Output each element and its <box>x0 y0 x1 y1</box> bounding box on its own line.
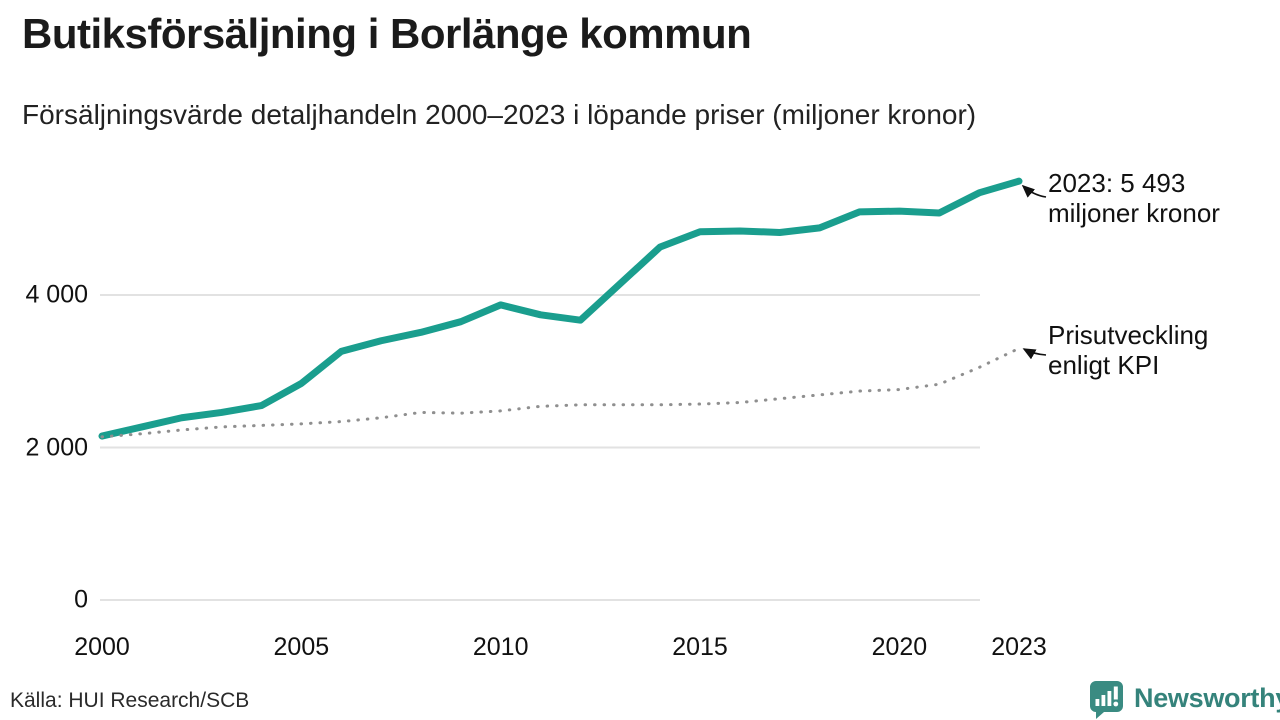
series-lines <box>98 177 1023 440</box>
brand-footer: Newsworthy <box>1086 678 1280 719</box>
sales-annotation-arrow <box>1021 184 1047 198</box>
page-title: Butiksförsäljning i Borlänge kommun <box>22 10 752 57</box>
kpi-annotation-line2: enligt KPI <box>1048 350 1160 380</box>
sales-line <box>98 177 1023 440</box>
kpi-dotted-line <box>100 346 1021 439</box>
sales-annotation-line1: 2023: 5 493 <box>1048 168 1186 198</box>
brand-name: Newsworthy <box>1134 683 1280 713</box>
kpi-line-annotation: Prisutveckling enligt KPI <box>1048 320 1208 380</box>
chart-subtitle: Försäljningsvärde detaljhandeln 2000–202… <box>22 99 977 130</box>
kpi-annotation-arrow <box>1022 348 1047 360</box>
y-tick-label: 0 <box>74 585 88 614</box>
gridlines <box>100 294 980 601</box>
newsworthy-logo-icon <box>1090 681 1123 719</box>
x-tick-label: 2023 <box>991 633 1047 661</box>
kpi-annotation-line1: Prisutveckling <box>1048 320 1209 350</box>
x-tick-label: 2000 <box>74 633 130 661</box>
x-tick-label: 2010 <box>472 633 529 661</box>
y-tick-label: 2 000 <box>25 433 88 461</box>
x-tick-label: 2020 <box>871 633 928 661</box>
source-note: Källa: HUI Research/SCB <box>10 689 250 712</box>
y-tick-label: 4 000 <box>25 280 88 309</box>
sales-annotation-line2: miljoner kronor <box>1048 198 1220 228</box>
x-tick-label: 2005 <box>273 633 330 661</box>
x-tick-label: 2015 <box>672 633 728 661</box>
sales-value-annotation: 2023: 5 493 miljoner kronor <box>1048 168 1220 228</box>
